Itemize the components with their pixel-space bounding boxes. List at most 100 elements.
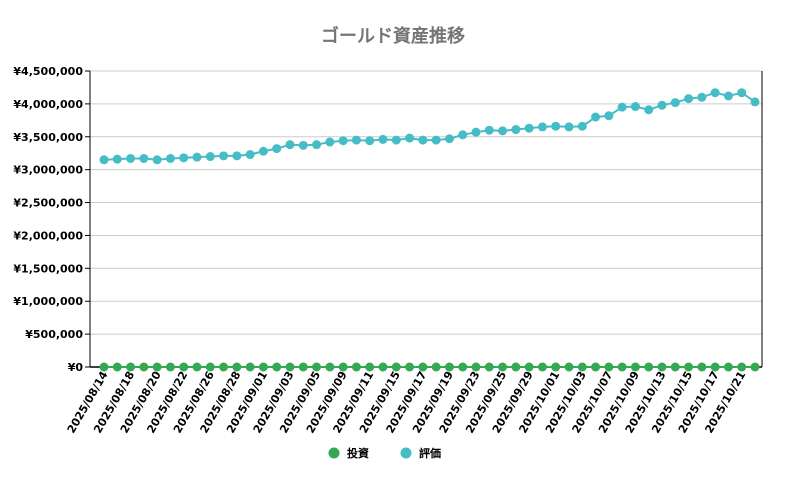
grid xyxy=(90,70,762,335)
chart-title: ゴールド資産推移 xyxy=(321,25,465,47)
data-point xyxy=(245,150,255,160)
legend: 投資 評価 xyxy=(328,446,442,460)
data-point xyxy=(484,125,494,135)
y-tick-label: ¥0 xyxy=(68,361,84,374)
data-point xyxy=(604,111,614,121)
y-axis: ¥0 ¥500,000 ¥1,000,000 ¥1,500,000 ¥2,000,000… xyxy=(13,65,763,374)
data-point xyxy=(418,135,428,145)
data-point xyxy=(537,122,547,132)
data-point xyxy=(298,140,308,150)
data-point xyxy=(697,362,707,372)
data-point xyxy=(684,362,694,372)
data-point xyxy=(179,362,189,372)
data-point xyxy=(192,362,202,372)
data-point xyxy=(338,362,348,372)
y-tick-label: ¥2,000,000 xyxy=(13,229,83,242)
data-point xyxy=(710,362,720,372)
series-valuation xyxy=(99,88,760,165)
data-point xyxy=(365,362,375,372)
data-point xyxy=(657,100,667,110)
data-point xyxy=(737,88,747,98)
data-point xyxy=(99,155,109,165)
y-tick-label: ¥500,000 xyxy=(25,328,83,341)
data-point xyxy=(365,136,375,146)
data-point xyxy=(312,140,322,150)
data-point xyxy=(710,88,720,98)
data-point xyxy=(351,362,361,372)
data-point xyxy=(285,140,295,150)
legend-marker-valuation xyxy=(400,447,412,459)
data-point xyxy=(524,362,534,372)
data-point xyxy=(551,121,561,131)
y-tick-label: ¥1,000,000 xyxy=(13,295,83,308)
data-point xyxy=(551,362,561,372)
legend-item-valuation[interactable]: 評価 xyxy=(400,446,442,460)
data-point xyxy=(378,362,388,372)
data-point xyxy=(285,362,295,372)
data-point xyxy=(670,98,680,108)
data-point xyxy=(458,362,468,372)
data-point xyxy=(152,155,162,165)
data-point xyxy=(219,151,229,161)
data-point xyxy=(378,134,388,144)
data-point xyxy=(498,126,508,136)
y-tick-label: ¥2,500,000 xyxy=(13,197,83,210)
x-axis: 2025/08/142025/08/182025/08/202025/08/22… xyxy=(65,366,762,435)
data-point xyxy=(205,362,215,372)
data-point xyxy=(312,362,322,372)
legend-item-investment[interactable]: 投資 xyxy=(328,446,370,460)
data-point xyxy=(670,362,680,372)
y-tick-label: ¥4,000,000 xyxy=(13,98,83,111)
data-point xyxy=(511,125,521,135)
data-point xyxy=(405,133,415,143)
data-point xyxy=(405,362,415,372)
data-point xyxy=(471,362,481,372)
data-point xyxy=(511,362,521,372)
data-point xyxy=(484,362,494,372)
data-point xyxy=(617,102,627,112)
data-point xyxy=(258,146,268,156)
series-group xyxy=(99,88,760,372)
data-point xyxy=(697,92,707,102)
data-point xyxy=(338,136,348,146)
data-point xyxy=(126,362,136,372)
data-point xyxy=(219,362,229,372)
y-tick-label: ¥4,500,000 xyxy=(13,65,83,78)
data-point xyxy=(684,94,694,104)
legend-label-valuation: 評価 xyxy=(419,446,441,460)
data-point xyxy=(179,153,189,163)
data-point xyxy=(524,123,534,133)
data-point xyxy=(444,134,454,144)
data-point xyxy=(444,362,454,372)
data-point xyxy=(591,362,601,372)
data-point xyxy=(112,154,122,164)
data-point xyxy=(152,362,162,372)
legend-label-investment: 投資 xyxy=(347,446,369,460)
data-point xyxy=(657,362,667,372)
data-point xyxy=(498,362,508,372)
data-point xyxy=(564,122,574,132)
data-point xyxy=(617,362,627,372)
y-tick-label: ¥3,500,000 xyxy=(13,131,83,144)
data-point xyxy=(471,127,481,137)
data-point xyxy=(112,362,122,372)
data-point xyxy=(644,105,654,115)
data-point xyxy=(644,362,654,372)
data-point xyxy=(232,151,242,161)
data-point xyxy=(139,153,149,163)
data-point xyxy=(577,362,587,372)
data-point xyxy=(750,97,760,107)
data-point xyxy=(737,362,747,372)
data-point xyxy=(537,362,547,372)
data-point xyxy=(391,135,401,145)
data-point xyxy=(232,362,242,372)
data-point xyxy=(418,362,428,372)
data-point xyxy=(591,112,601,122)
data-point xyxy=(245,362,255,372)
legend-marker-investment xyxy=(328,447,340,459)
data-point xyxy=(630,362,640,372)
data-point xyxy=(325,362,335,372)
data-point xyxy=(723,362,733,372)
data-point xyxy=(165,362,175,372)
